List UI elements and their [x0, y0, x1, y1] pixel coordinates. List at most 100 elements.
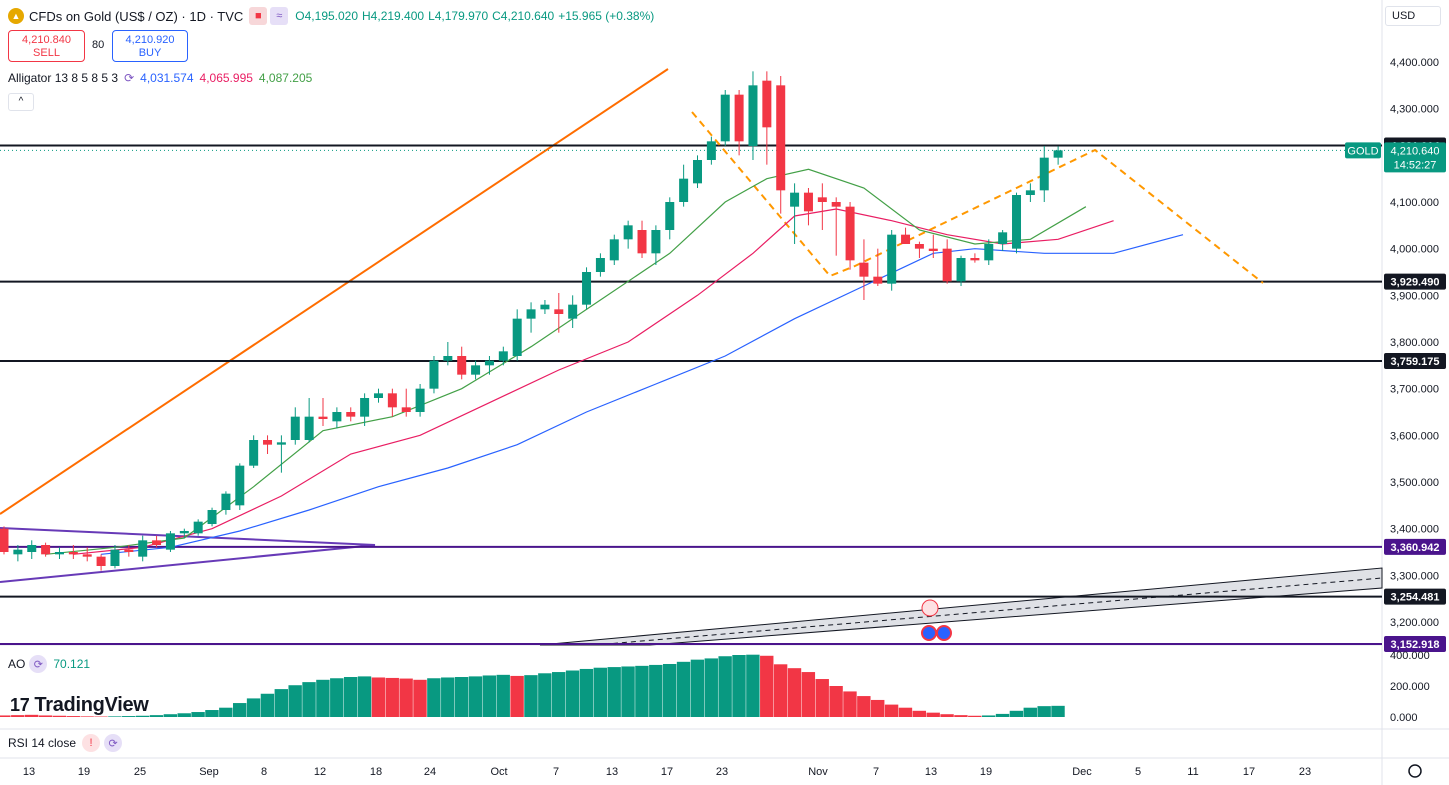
candle[interactable]	[443, 342, 453, 366]
candle[interactable]	[734, 90, 744, 156]
candle[interactable]	[276, 435, 286, 473]
candle[interactable]	[484, 356, 494, 375]
candle[interactable]	[96, 554, 106, 571]
parallel-channel[interactable]	[539, 567, 1383, 646]
collapse-legend-button[interactable]: ^	[8, 93, 34, 111]
candle[interactable]	[235, 463, 245, 510]
candle[interactable]	[360, 393, 370, 426]
us-flag-icon[interactable]	[936, 625, 952, 641]
candle[interactable]	[984, 239, 994, 265]
candle[interactable]	[512, 309, 522, 361]
candle[interactable]	[152, 535, 162, 548]
candle[interactable]	[332, 407, 342, 429]
trend-line[interactable]	[0, 68, 669, 515]
candle[interactable]	[290, 407, 300, 445]
candle[interactable]	[415, 384, 425, 417]
candle[interactable]	[928, 234, 938, 258]
candle[interactable]	[193, 519, 203, 536]
candle[interactable]	[54, 547, 64, 559]
us-flag-icon[interactable]	[921, 625, 937, 641]
buy-button[interactable]: 4,210.920 BUY	[112, 30, 188, 62]
warning-icon[interactable]: !	[82, 734, 101, 752]
candle[interactable]	[221, 491, 231, 515]
candle[interactable]	[1012, 192, 1022, 254]
candle[interactable]	[13, 545, 23, 562]
candle[interactable]	[540, 300, 550, 314]
candle[interactable]	[970, 253, 980, 263]
candle[interactable]	[124, 545, 134, 557]
candle[interactable]	[249, 435, 259, 468]
refresh-icon[interactable]: ⟳	[124, 71, 135, 85]
candle[interactable]	[637, 220, 647, 258]
ao-name[interactable]: AO	[8, 657, 26, 671]
candle[interactable]	[1025, 183, 1035, 202]
flag-icon[interactable]: ■	[249, 7, 268, 25]
refresh-icon[interactable]: ⟳	[104, 734, 123, 752]
candle[interactable]	[373, 388, 383, 403]
compare-icon[interactable]: ≈	[270, 7, 289, 25]
candle[interactable]	[27, 540, 37, 559]
candle[interactable]	[623, 220, 633, 249]
candle[interactable]	[776, 76, 786, 214]
refresh-icon[interactable]: ⟳	[29, 655, 48, 673]
candle[interactable]	[873, 248, 883, 286]
candle[interactable]	[457, 346, 467, 380]
candle[interactable]	[110, 545, 120, 569]
candle[interactable]	[263, 435, 273, 454]
candle[interactable]	[68, 545, 78, 559]
candle[interactable]	[304, 398, 314, 443]
candle[interactable]	[429, 356, 439, 394]
tradingview-logo[interactable]: 17 TradingView	[10, 694, 149, 717]
symbol-title[interactable]: CFDs on Gold (US$ / OZ) · 1D · TVC	[29, 8, 244, 24]
candle[interactable]	[679, 164, 689, 207]
rsi-name[interactable]: RSI 14 close	[8, 736, 77, 750]
candle[interactable]	[914, 241, 924, 258]
candle[interactable]	[568, 295, 578, 328]
sell-button[interactable]: 4,210.840 SELL	[8, 30, 85, 62]
candle[interactable]	[790, 183, 800, 244]
candle[interactable]	[165, 531, 175, 552]
ao-legend[interactable]: AO ⟳ 70.121	[8, 655, 90, 673]
candle[interactable]	[471, 360, 481, 380]
candle[interactable]	[998, 230, 1008, 251]
candle[interactable]	[554, 293, 564, 333]
currency-selector[interactable]: USD	[1385, 6, 1441, 26]
candle[interactable]	[693, 155, 702, 188]
candle[interactable]	[138, 535, 148, 562]
candle[interactable]	[401, 388, 411, 417]
lightning-icon[interactable]	[921, 599, 939, 617]
alligator-legend[interactable]: Alligator 13 8 5 8 5 3 ⟳ 4,031.574 4,065…	[8, 71, 312, 85]
candle[interactable]	[859, 239, 869, 300]
alligator-name[interactable]: Alligator 13 8 5 8 5 3	[8, 71, 119, 85]
candle[interactable]	[762, 71, 772, 165]
candle[interactable]	[582, 267, 592, 310]
candle[interactable]	[526, 302, 536, 333]
candle[interactable]	[720, 90, 730, 146]
candle[interactable]	[0, 526, 9, 555]
candle[interactable]	[1039, 146, 1049, 202]
candle[interactable]	[41, 542, 51, 557]
candle[interactable]	[609, 234, 619, 265]
forecast-path[interactable]	[691, 111, 1264, 284]
candle[interactable]	[845, 202, 855, 270]
candle[interactable]	[956, 255, 966, 286]
rsi-legend[interactable]: RSI 14 close ! ⟳	[8, 734, 123, 752]
candle[interactable]	[82, 547, 92, 562]
candle[interactable]	[651, 225, 661, 265]
candle[interactable]	[887, 230, 897, 291]
candle[interactable]	[665, 197, 675, 240]
candle[interactable]	[942, 239, 952, 284]
candle[interactable]	[706, 136, 716, 165]
candle[interactable]	[831, 197, 841, 256]
candle[interactable]	[595, 253, 605, 277]
candle[interactable]	[1053, 146, 1063, 165]
triangle-pattern[interactable]	[0, 527, 376, 583]
candle[interactable]	[207, 507, 217, 527]
candle[interactable]	[901, 227, 911, 244]
candle[interactable]	[748, 71, 758, 160]
candle[interactable]	[803, 188, 813, 226]
candle[interactable]	[498, 346, 508, 366]
candle[interactable]	[346, 407, 356, 422]
candle[interactable]	[179, 528, 189, 538]
